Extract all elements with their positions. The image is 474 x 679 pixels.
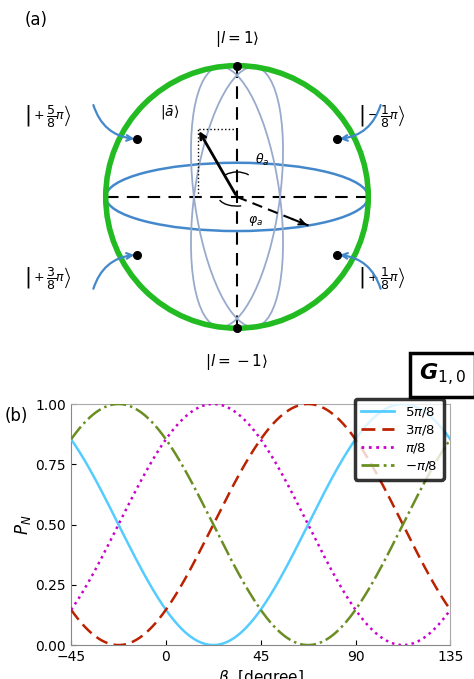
Text: $\theta_a$: $\theta_a$ [255,152,270,168]
Text: $|l=1\rangle$: $|l=1\rangle$ [215,29,259,49]
Text: (a): (a) [24,10,47,29]
Text: $|\bar{a}\rangle$: $|\bar{a}\rangle$ [160,103,179,121]
Text: $\left|+\dfrac{1}{8}\pi\right\rangle$: $\left|+\dfrac{1}{8}\pi\right\rangle$ [358,265,405,291]
Text: $\left|+\dfrac{3}{8}\pi\right\rangle$: $\left|+\dfrac{3}{8}\pi\right\rangle$ [24,265,72,291]
Text: $\left|-\dfrac{1}{8}\pi\right\rangle$: $\left|-\dfrac{1}{8}\pi\right\rangle$ [358,103,405,128]
Y-axis label: $P_N$: $P_N$ [13,514,33,535]
Text: (b): (b) [5,407,28,426]
Text: $\varphi_a$: $\varphi_a$ [247,214,263,228]
Text: $\boldsymbol{G}_{1,0}$: $\boldsymbol{G}_{1,0}$ [419,362,466,388]
Text: $\left|+\dfrac{5}{8}\pi\right\rangle$: $\left|+\dfrac{5}{8}\pi\right\rangle$ [24,103,72,128]
X-axis label: $\beta$  [degree]: $\beta$ [degree] [218,668,304,679]
Text: $|l=-1\rangle$: $|l=-1\rangle$ [205,352,269,372]
Legend: $5\pi/8$, $3\pi/8$, $\pi/8$, $-\pi/8$: $5\pi/8$, $3\pi/8$, $\pi/8$, $-\pi/8$ [355,399,444,479]
